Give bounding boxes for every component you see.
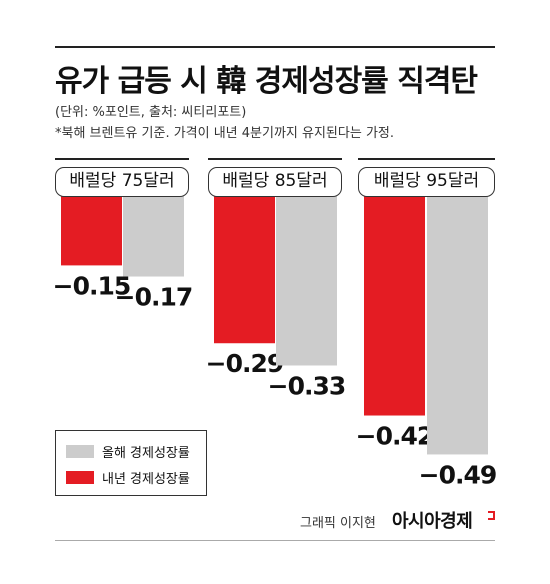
value-label-this-year-1: −0.17 — [115, 283, 193, 312]
legend-label-this-year: 올해 경제성장률 — [102, 445, 190, 461]
value-label-next-year-1: −0.15 — [53, 271, 131, 300]
footnote-text: *북해 브렌트유 기준. 가격이 내년 4분기까지 유지된다는 가정. — [55, 126, 395, 141]
bar-this-year-3 — [427, 182, 488, 455]
legend-swatch-next-year — [66, 470, 94, 484]
legend-item-next-year: 내년 경제성장률 — [66, 468, 190, 487]
value-label-next-year-2: −0.29 — [206, 349, 284, 378]
bar-this-year-1 — [123, 182, 184, 277]
bar-this-year-2 — [276, 182, 337, 366]
value-label-this-year-3: −0.49 — [419, 460, 497, 489]
chart-title: 유가 급등 시 韓 경제성장률 직격탄 — [55, 64, 478, 99]
legend-swatch-this-year — [66, 444, 94, 458]
bottom-rule — [55, 540, 495, 541]
legend: 올해 경제성장률 내년 경제성장률 — [55, 430, 207, 496]
category-label-75: 배럴당 75달러 — [55, 167, 189, 197]
category-label-95: 배럴당 95달러 — [358, 167, 495, 197]
value-label-next-year-3: −0.42 — [356, 422, 434, 451]
brand-mark-icon — [488, 511, 495, 520]
legend-label-next-year: 내년 경제성장률 — [102, 471, 190, 487]
graphic-credit: 그래픽 이지현 — [300, 516, 376, 531]
bar-next-year-2 — [214, 182, 275, 344]
group-separator-1 — [55, 158, 189, 160]
group-separator-2 — [208, 158, 342, 160]
legend-item-this-year: 올해 경제성장률 — [66, 442, 190, 461]
group-separator-3 — [358, 158, 495, 160]
brand-logo: 아시아경제 — [392, 511, 473, 532]
top-rule — [55, 46, 495, 48]
unit-source-text: (단위: %포인트, 출처: 씨티리포트) — [55, 105, 247, 120]
value-label-this-year-2: −0.33 — [268, 371, 346, 400]
bar-next-year-3 — [364, 182, 425, 416]
category-label-85: 배럴당 85달러 — [208, 167, 342, 197]
